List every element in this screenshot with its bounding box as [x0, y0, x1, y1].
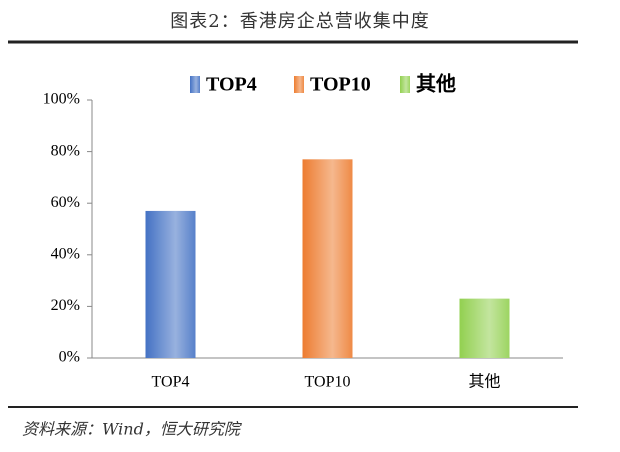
bar-sheen — [459, 298, 510, 358]
x-tick-label: 其他 — [468, 373, 500, 391]
legend-swatch-sheen — [294, 76, 304, 93]
y-tick-label: 100% — [43, 91, 80, 108]
legend-swatch-sheen — [190, 76, 200, 93]
y-tick-label: 60% — [51, 194, 80, 211]
chart-title: 图表2：香港房企总营收集中度 — [170, 11, 429, 32]
source-note: 资料来源：Wind，恒大研究院 — [22, 420, 243, 439]
y-tick-label: 40% — [51, 245, 80, 262]
y-tick-label: 20% — [51, 297, 80, 314]
y-tick-label: 80% — [51, 142, 80, 159]
legend-swatch-sheen — [400, 76, 410, 93]
x-tick-label: TOP4 — [152, 374, 190, 391]
x-tick-label: TOP10 — [305, 374, 351, 391]
legend-label: TOP10 — [310, 74, 371, 96]
bar-sheen — [302, 159, 353, 358]
bar-sheen — [145, 210, 196, 358]
legend-label: TOP4 — [206, 74, 257, 96]
legend-label: 其他 — [416, 72, 456, 96]
y-tick-label: 0% — [59, 349, 80, 366]
